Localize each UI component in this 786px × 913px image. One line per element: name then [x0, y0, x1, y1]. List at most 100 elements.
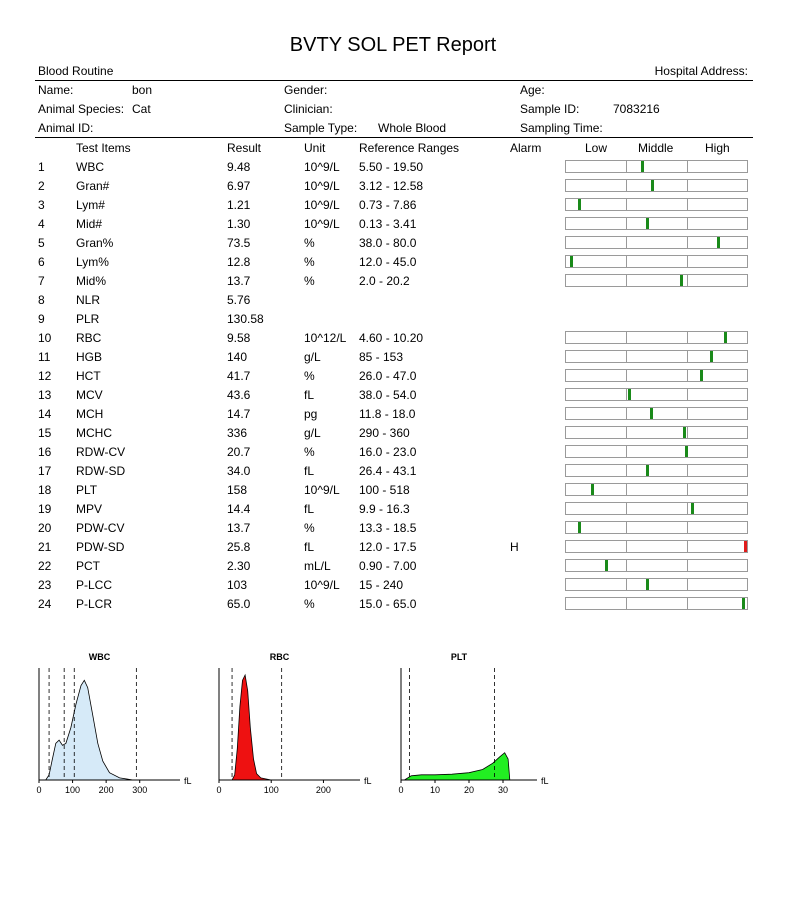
row-result: 13.7	[227, 521, 251, 535]
row-test-item: Lym%	[76, 255, 109, 269]
histogram-unit-label: fL	[541, 776, 549, 786]
section-label: Blood Routine	[38, 64, 114, 78]
table-row: 20 PDW-CV 13.7% 13.3 - 18.5	[0, 519, 786, 538]
sample-type-value: Whole Blood	[378, 121, 447, 135]
range-divider	[626, 332, 628, 343]
row-result: 12.8	[227, 255, 251, 269]
row-reference-range: 4.60 - 10.20	[359, 331, 424, 345]
row-unit: mL/L	[304, 559, 331, 573]
row-reference-range: 15 - 240	[359, 578, 404, 592]
histogram-curve	[402, 752, 511, 781]
row-number: 24	[38, 597, 52, 611]
range-marker	[717, 237, 721, 248]
histogram-title: PLT	[451, 652, 468, 662]
row-unit: 10^9/L	[304, 483, 340, 497]
row-test-item: MPV	[76, 502, 103, 516]
range-indicator-bar	[565, 483, 748, 496]
age-label: Age:	[520, 83, 545, 97]
range-divider	[686, 579, 688, 590]
report-title: BVTY SOL PET Report	[289, 34, 497, 56]
sample-id-label: Sample ID:	[520, 102, 580, 116]
row-test-item: RDW-SD	[76, 464, 126, 478]
row-number: 20	[38, 521, 52, 535]
range-divider	[686, 256, 688, 267]
table-row: 7 Mid% 13.7% 2.0 - 20.2	[0, 272, 786, 291]
row-result: 14.7	[227, 407, 251, 421]
range-indicator-bar	[565, 198, 748, 211]
row-number: 10	[38, 331, 52, 345]
range-divider	[626, 161, 628, 172]
range-marker	[724, 332, 728, 343]
row-test-item: HGB	[76, 350, 103, 364]
table-row: 13 MCV 43.6 fL 38.0 - 54.0	[0, 386, 786, 405]
range-indicator-bar	[565, 502, 748, 515]
row-reference-range: 3.12 - 12.58	[359, 179, 424, 193]
histogram-tick-label: 100	[65, 785, 80, 795]
row-result: 6.97	[227, 179, 251, 193]
range-marker	[744, 541, 747, 552]
range-divider	[626, 427, 628, 438]
row-test-item: P-LCC	[76, 578, 113, 592]
table-row: 21 PDW-SD 25.8 fL 12.0 - 17.5 H	[0, 538, 786, 557]
divider-header	[35, 137, 753, 138]
table-row: 23 P-LCC 103 10^9/L 15 - 240	[0, 576, 786, 595]
row-number: 5	[38, 236, 45, 250]
row-test-item: PCT	[76, 559, 100, 573]
range-indicator-bar	[565, 388, 748, 401]
row-unit: pg	[304, 407, 318, 421]
range-divider	[686, 465, 688, 476]
row-number: 15	[38, 426, 52, 440]
row-alarm: H	[510, 540, 519, 554]
species-value: Cat	[132, 102, 151, 116]
range-indicator-bar	[565, 179, 748, 192]
row-unit: 10^9/L	[304, 217, 340, 231]
row-unit: 10^12/L	[304, 331, 347, 345]
row-result: 140	[227, 350, 248, 364]
row-result: 73.5	[227, 236, 251, 250]
histogram-curve	[44, 679, 134, 781]
range-divider	[626, 446, 628, 457]
histogram-tick-label: 20	[464, 785, 474, 795]
header-result: Result	[227, 141, 262, 155]
row-number: 9	[38, 312, 45, 326]
range-marker	[685, 446, 689, 457]
range-divider	[626, 275, 628, 286]
row-unit: %	[304, 521, 315, 535]
range-indicator-bar	[565, 274, 748, 287]
row-number: 14	[38, 407, 52, 421]
range-divider	[686, 237, 688, 248]
sample-id-value: 7083216	[613, 102, 660, 116]
row-unit: %	[304, 445, 315, 459]
histogram-tick-label: 0	[216, 785, 221, 795]
row-number: 3	[38, 198, 45, 212]
row-number: 19	[38, 502, 52, 516]
species-label: Animal Species:	[38, 102, 125, 116]
range-divider	[686, 598, 688, 609]
row-number: 18	[38, 483, 52, 497]
sample-type-label: Sample Type:	[284, 121, 358, 135]
row-unit: %	[304, 597, 315, 611]
row-result: 130.58	[227, 312, 264, 326]
row-unit: fL	[304, 540, 315, 554]
range-indicator-bar	[565, 255, 748, 268]
range-divider	[686, 199, 688, 210]
range-divider	[626, 370, 628, 381]
row-test-item: HCT	[76, 369, 101, 383]
header-unit: Unit	[304, 141, 326, 155]
row-unit: fL	[304, 388, 315, 402]
row-test-item: Gran#	[76, 179, 110, 193]
row-unit: %	[304, 255, 315, 269]
range-indicator-bar	[565, 236, 748, 249]
range-divider	[626, 408, 628, 419]
row-test-item: Mid#	[76, 217, 103, 231]
range-indicator-bar	[565, 521, 748, 534]
range-indicator-bar	[565, 217, 748, 230]
row-reference-range: 0.90 - 7.00	[359, 559, 417, 573]
range-marker	[640, 161, 644, 172]
range-marker	[646, 218, 650, 229]
row-reference-range: 16.0 - 23.0	[359, 445, 417, 459]
row-reference-range: 2.0 - 20.2	[359, 274, 410, 288]
rbc-histogram: RBC 0 100 200 fL	[216, 652, 371, 795]
table-row: 22 PCT 2.30 mL/L 0.90 - 7.00	[0, 557, 786, 576]
row-number: 2	[38, 179, 45, 193]
